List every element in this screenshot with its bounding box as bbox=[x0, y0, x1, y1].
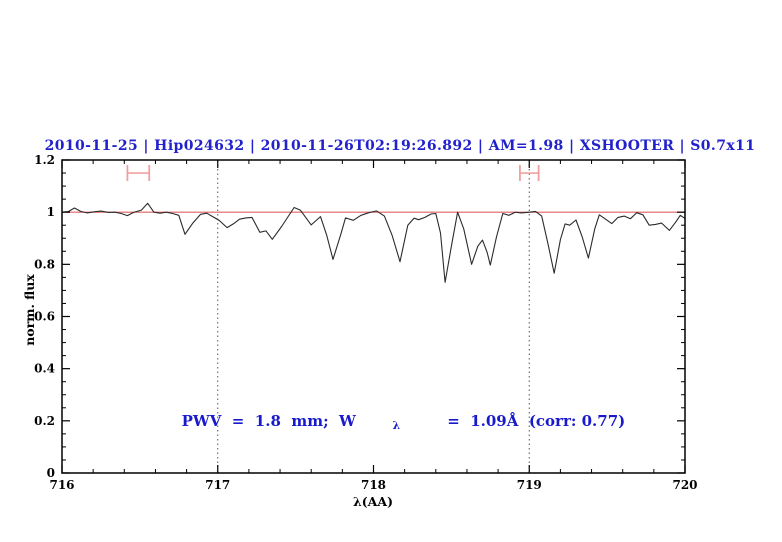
x-tick-label: 717 bbox=[205, 478, 230, 492]
x-tick-label: 720 bbox=[672, 478, 697, 492]
spectrum-plot-window: 716 717 718 719 720 0 0.2 0.4 0.6 0.8 1 1.2 2010-1… bbox=[0, 0, 782, 542]
pwv-annotation: PWV = 1.8 mm; W λ = 1.09Å (corr: 0.77) bbox=[145, 412, 651, 433]
y-tick-labels: 0 0.2 0.4 0.6 0.8 1 1.2 bbox=[34, 153, 55, 480]
y-tick-label: 0.4 bbox=[34, 362, 55, 376]
pwv-annotation-suffix: = 1.09Å (corr: 0.77) bbox=[437, 412, 626, 430]
y-axis-label: norm. flux bbox=[22, 274, 37, 346]
x-tick-label: 716 bbox=[49, 478, 74, 492]
pwv-annotation-subscript: λ bbox=[392, 419, 400, 432]
interval-markers bbox=[127, 165, 538, 181]
x-tick-labels: 716 717 718 719 720 bbox=[49, 478, 697, 492]
pwv-annotation-prefix: PWV = 1.8 mm; W bbox=[182, 412, 357, 430]
x-tick-label: 718 bbox=[361, 478, 386, 492]
y-tick-label: 0 bbox=[47, 466, 55, 480]
x-axis-label: λ(AA) bbox=[353, 494, 393, 509]
x-tick-label: 719 bbox=[517, 478, 542, 492]
y-tick-label: 0.2 bbox=[34, 414, 55, 428]
plot-title: 2010-11-25 | Hip024632 | 2010-11-26T02:1… bbox=[45, 138, 756, 154]
y-tick-label: 0.8 bbox=[34, 257, 55, 271]
y-tick-label: 1 bbox=[47, 205, 55, 219]
y-tick-label: 1.2 bbox=[34, 153, 55, 167]
y-tick-label: 0.6 bbox=[34, 310, 55, 324]
spectrum-plot: 716 717 718 719 720 0 0.2 0.4 0.6 0.8 1 1.2 2010-1… bbox=[0, 0, 782, 542]
spectrum-line bbox=[62, 203, 685, 282]
spectrum-curve bbox=[62, 203, 685, 282]
